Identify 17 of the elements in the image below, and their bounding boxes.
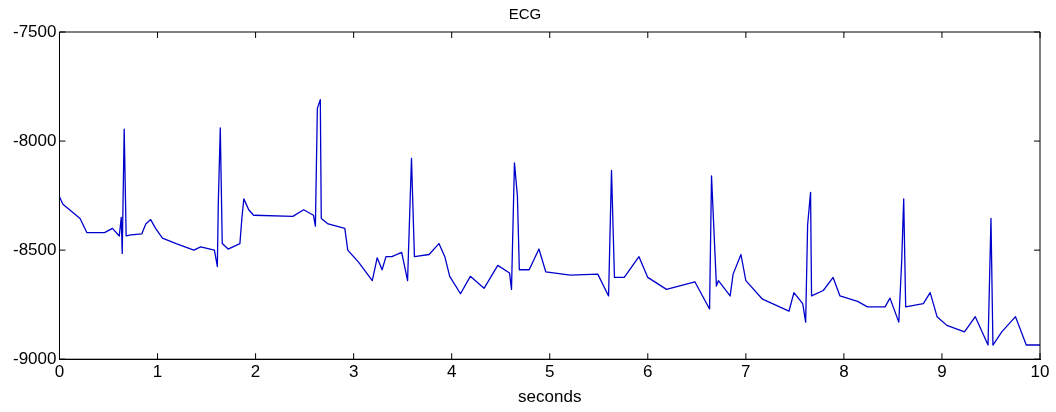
x-tick-label: 8	[839, 362, 849, 382]
x-tick-label: 10	[1030, 362, 1050, 382]
x-tick-label: 5	[545, 362, 555, 382]
chart-title: ECG	[508, 5, 542, 23]
y-tick-label: -8500	[13, 239, 57, 259]
x-axis-title: seconds	[518, 387, 582, 407]
x-tick-label: 1	[152, 362, 163, 382]
x-tick-label: 7	[741, 362, 751, 382]
x-tick-label: 9	[937, 362, 947, 382]
x-tick-label: 6	[643, 362, 653, 382]
x-tick-label: 3	[348, 362, 359, 382]
x-tick-label: 4	[446, 362, 457, 382]
x-tick-label: 0	[54, 362, 65, 382]
y-tick-label: -9000	[13, 348, 57, 368]
y-tick-label: -8000	[13, 130, 57, 150]
x-tick-label: 2	[250, 362, 261, 382]
y-tick-label: -7500	[13, 21, 57, 41]
